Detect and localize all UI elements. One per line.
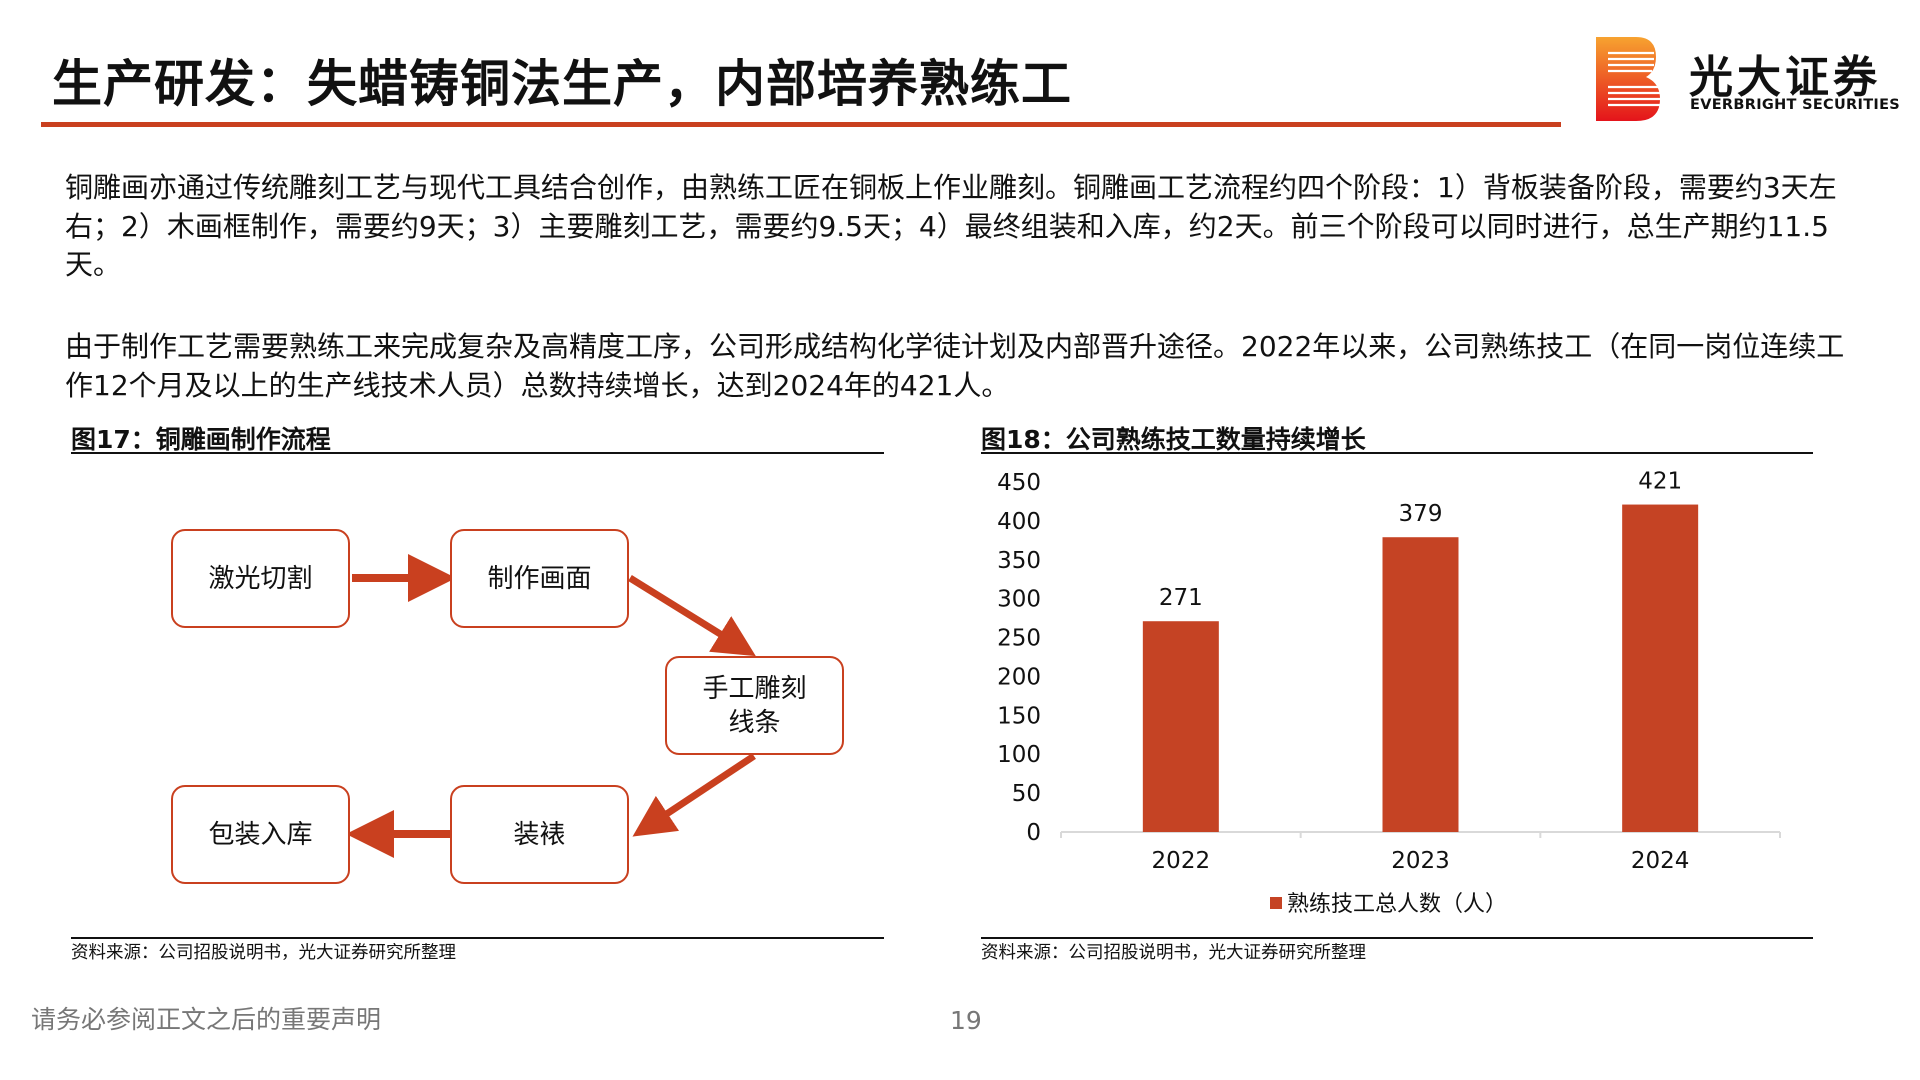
- body-paragraph-2: 由于制作工艺需要熟练工来完成复杂及高精度工序，公司形成结构化学徒计划及内部晋升途…: [65, 330, 1845, 402]
- bar-2024: [1622, 504, 1699, 832]
- title-divider: [41, 122, 1561, 127]
- x-tick-label: 2024: [1631, 848, 1690, 874]
- y-tick-label: 400: [997, 509, 1041, 535]
- bar-value-label: 421: [1638, 469, 1682, 495]
- y-tick-label: 350: [997, 548, 1041, 574]
- flow-step-laser-cutting: 激光切割: [171, 529, 350, 628]
- flow-step-mounting: 装裱: [450, 785, 629, 884]
- y-tick-label: 200: [997, 664, 1041, 690]
- figure18-source: 资料来源：公司招股说明书，光大证券研究所整理: [981, 943, 1366, 963]
- legend-swatch: [1270, 897, 1282, 909]
- x-tick-label: 2023: [1391, 848, 1450, 874]
- figure17-source: 资料来源：公司招股说明书，光大证券研究所整理: [71, 943, 456, 963]
- legend-label: 熟练技工总人数（人）: [1287, 892, 1507, 917]
- x-tick-label: 2022: [1152, 848, 1211, 874]
- figure18-top-rule: [981, 452, 1813, 454]
- flow-step-make-image: 制作画面: [450, 529, 629, 628]
- logo-b-icon: [1596, 37, 1660, 121]
- y-tick-label: 450: [997, 470, 1041, 496]
- figure18-title: 图18：公司熟练技工数量持续增长: [981, 425, 1366, 454]
- bar-value-label: 271: [1159, 585, 1203, 611]
- arrow-2: [628, 575, 756, 657]
- logo-text-cn: 光大证券: [1689, 52, 1881, 103]
- figure17-bottom-rule: [71, 937, 884, 939]
- company-logo: 光大证券 EVERBRIGHT SECURITIES: [1596, 37, 1906, 121]
- figure18-bottom-rule: [981, 937, 1813, 939]
- arrow-3: [632, 753, 756, 837]
- bar-value-label: 379: [1399, 501, 1443, 527]
- flow-step-hand-carving: 手工雕刻 线条: [665, 656, 844, 755]
- y-tick-label: 50: [1012, 781, 1041, 807]
- page-number: 19: [950, 1006, 982, 1035]
- bar-2023: [1382, 537, 1459, 832]
- y-tick-label: 300: [997, 587, 1041, 613]
- logo-text-en: EVERBRIGHT SECURITIES: [1690, 97, 1901, 113]
- bar-2022: [1142, 621, 1219, 832]
- y-tick-label: 250: [997, 626, 1041, 652]
- disclaimer-note: 请务必参阅正文之后的重要声明: [31, 1005, 382, 1034]
- page-title: 生产研发：失蜡铸铜法生产，内部培养熟练工: [52, 55, 1072, 113]
- figure17-top-rule: [71, 452, 884, 454]
- y-tick-label: 150: [997, 703, 1041, 729]
- y-tick-label: 0: [1026, 820, 1041, 846]
- figure17-title: 图17：铜雕画制作流程: [71, 425, 331, 454]
- flow-step-packing: 包装入库: [171, 785, 350, 884]
- y-tick-label: 100: [997, 742, 1041, 768]
- body-paragraph-1: 铜雕画亦通过传统雕刻工艺与现代工具结合创作，由熟练工匠在铜板上作业雕刻。铜雕画工…: [65, 171, 1837, 281]
